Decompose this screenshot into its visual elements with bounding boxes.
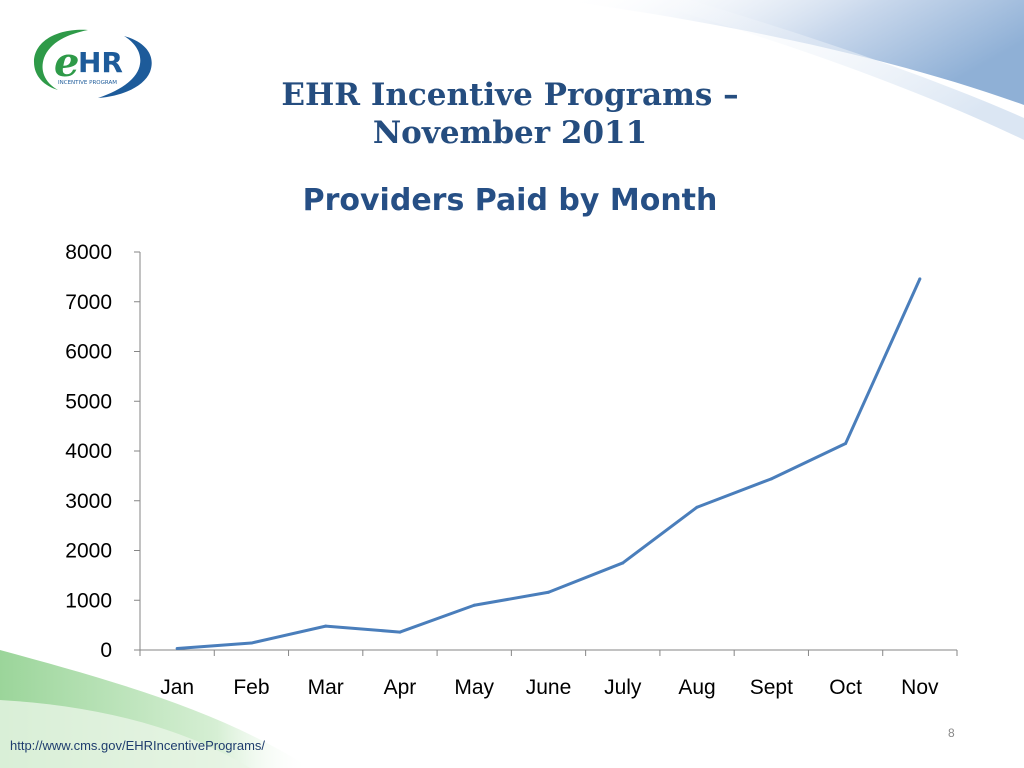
logo-tagline: INCENTIVE PROGRAM <box>58 80 117 86</box>
y-tick-label: 1000 <box>65 589 112 612</box>
y-tick-label: 6000 <box>65 341 112 364</box>
x-tick-label: July <box>604 676 642 699</box>
data-point <box>918 277 922 281</box>
x-tick-label: June <box>526 676 572 699</box>
y-tick-label: 7000 <box>65 291 112 314</box>
page-number: 8 <box>948 726 955 740</box>
x-tick-label: Oct <box>829 676 862 699</box>
x-tick-label: Nov <box>901 676 939 699</box>
footer-url-link[interactable]: http://www.cms.gov/EHRIncentivePrograms/ <box>10 738 266 753</box>
data-point <box>472 603 476 607</box>
x-tick-label: May <box>454 676 494 699</box>
y-tick-label: 0 <box>100 639 112 662</box>
y-tick-label: 5000 <box>65 390 112 413</box>
y-tick-label: 8000 <box>65 241 112 264</box>
chart-title: Providers Paid by Month <box>302 183 718 218</box>
x-tick-label: Jan <box>160 676 194 699</box>
slide-title-line2: November 2011 <box>372 115 648 151</box>
ehr-logo: e HR INCENTIVE PROGRAM <box>34 29 152 98</box>
y-tick-label: 4000 <box>65 440 112 463</box>
data-point <box>695 505 699 509</box>
data-point <box>398 630 402 634</box>
x-tick-label: Feb <box>233 676 269 699</box>
x-tick-label: Mar <box>308 676 344 699</box>
y-tick-label: 3000 <box>65 490 112 513</box>
data-point <box>249 641 253 645</box>
svg-text:e: e <box>54 39 79 86</box>
x-tick-label: Aug <box>678 676 715 699</box>
data-point <box>547 590 550 594</box>
x-tick-label: Sept <box>750 676 793 699</box>
data-point <box>175 647 179 651</box>
slide-title-line1: EHR Incentive Programs – <box>281 77 739 113</box>
data-point <box>769 477 773 481</box>
data-point <box>844 442 848 446</box>
slide-title: EHR Incentive Programs – November 2011 <box>200 76 820 152</box>
x-tick-label: Apr <box>384 676 417 699</box>
data-point <box>324 624 328 628</box>
y-tick-label: 2000 <box>65 540 112 563</box>
data-point <box>621 561 625 565</box>
svg-text:HR: HR <box>78 46 123 79</box>
